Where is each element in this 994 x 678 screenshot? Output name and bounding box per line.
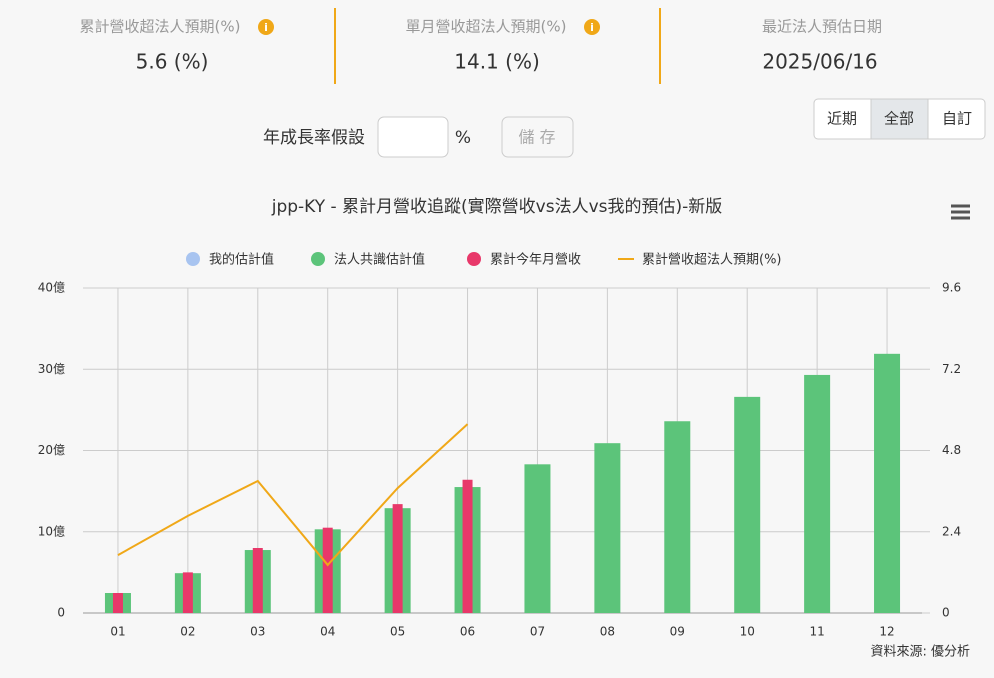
y-tick-label: 0 [57, 606, 65, 620]
source: 資料來源: 優分析 [870, 645, 970, 660]
bar [252, 548, 263, 613]
chart-title: jpp-KY - 累計月營收追蹤(實際營收vs法人vs我的預估)-新版 [271, 197, 723, 217]
range-button[interactable]: 自訂 [942, 110, 972, 128]
y-tick-label: 20億 [38, 443, 65, 457]
stat-label: 累計營收超法人預期(%) [80, 18, 241, 36]
legend-marker [467, 252, 481, 266]
bar [392, 504, 403, 613]
range-active[interactable] [870, 98, 929, 140]
stat-value: 2025/06/16 [762, 50, 877, 74]
x-tick-label: 09 [670, 625, 685, 639]
x-tick-label: 05 [390, 625, 405, 639]
y-tick-label: 40億 [38, 281, 65, 295]
bar [524, 464, 551, 613]
legend-label: 累計今年月營收 [490, 252, 581, 268]
x-tick-label: 03 [250, 625, 265, 639]
y2-tick-label: 2.4 [942, 524, 961, 538]
legend-label: 法人共識估計值 [334, 252, 425, 268]
x-tick-label: 07 [530, 625, 545, 639]
bar [322, 527, 333, 613]
menu-icon[interactable] [951, 204, 970, 220]
bar [594, 443, 621, 613]
y2-tick-label: 7.2 [942, 362, 961, 376]
y2-tick-label: 0 [942, 606, 950, 620]
info-i: i [590, 21, 594, 34]
range-button[interactable]: 近期 [827, 110, 857, 128]
x-tick-label: 12 [879, 625, 894, 639]
y2-tick-label: 9.6 [942, 281, 961, 295]
y-tick-label: 10億 [38, 524, 65, 538]
y-tick-label: 30億 [38, 362, 65, 376]
range-button[interactable]: 全部 [884, 110, 914, 128]
legend-marker [186, 252, 200, 266]
save-label: 儲 存 [518, 128, 555, 147]
bar [804, 374, 831, 613]
line [117, 423, 469, 567]
save-button[interactable] [501, 116, 574, 158]
stat-value: 14.1 (%) [454, 50, 540, 74]
bar [664, 421, 691, 613]
x-tick-label: 04 [320, 625, 335, 639]
growth-label: 年成長率假設 [263, 128, 365, 148]
legend-label: 我的估計值 [209, 252, 274, 268]
legend-marker [311, 252, 325, 266]
x-tick-label: 06 [460, 625, 475, 639]
bar [734, 396, 761, 613]
x-tick-label: 02 [180, 625, 195, 639]
bar [112, 593, 123, 613]
stat-label: 最近法人預估日期 [762, 18, 882, 36]
info-icon[interactable] [584, 19, 600, 35]
stat-value: 5.6 (%) [136, 50, 209, 74]
growth-input[interactable] [377, 116, 449, 158]
growth-unit: % [455, 128, 471, 148]
bar [462, 479, 473, 613]
stat-label: 單月營收超法人預期(%) [406, 18, 567, 36]
x-tick-label: 10 [740, 625, 755, 639]
info-i: i [264, 21, 268, 34]
x-tick-label: 01 [110, 625, 125, 639]
info-icon[interactable] [258, 19, 274, 35]
bar [874, 353, 901, 613]
y2-tick-label: 4.8 [942, 443, 961, 457]
x-tick-label: 11 [809, 625, 824, 639]
x-tick-label: 08 [600, 625, 615, 639]
legend-label: 累計營收超法人預期(%) [642, 252, 782, 268]
bar [182, 572, 193, 613]
